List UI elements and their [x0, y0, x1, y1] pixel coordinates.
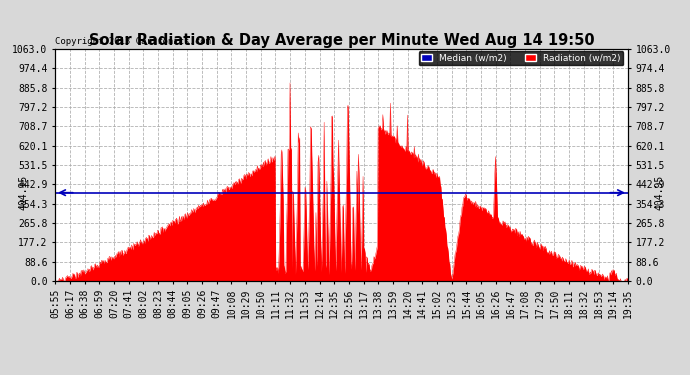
Legend: Median (w/m2), Radiation (w/m2): Median (w/m2), Radiation (w/m2) — [419, 51, 623, 65]
Title: Solar Radiation & Day Average per Minute Wed Aug 14 19:50: Solar Radiation & Day Average per Minute… — [89, 33, 594, 48]
Text: Copyright 2013 Cartronics.com: Copyright 2013 Cartronics.com — [55, 38, 211, 46]
Text: 404.95: 404.95 — [654, 175, 664, 210]
Text: 404.95: 404.95 — [19, 175, 29, 210]
